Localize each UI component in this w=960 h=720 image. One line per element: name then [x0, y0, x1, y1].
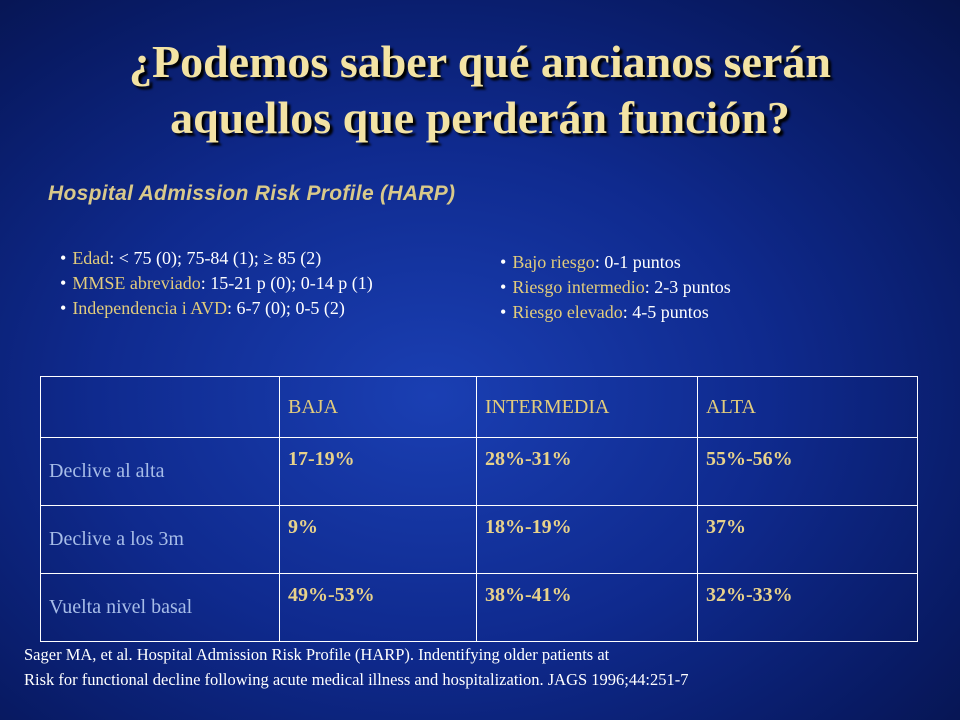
criteria-item: MMSE abreviado: 15-21 p (0); 0-14 p (1)	[60, 271, 373, 296]
criteria-text: : 15-21 p (0); 0-14 p (1)	[200, 273, 373, 293]
table-row: Declive al alta 17-19% 28%-31% 55%-56%	[40, 437, 918, 506]
row-header: Declive al alta	[40, 437, 280, 506]
criteria-text: : < 75 (0); 75-84 (1); ≥ 85 (2)	[109, 248, 322, 268]
table-cell: 9%	[279, 505, 477, 574]
table-cell: 17-19%	[279, 437, 477, 506]
risk-level-label: Riesgo elevado	[512, 302, 623, 322]
criteria-text: : 6-7 (0); 0-5 (2)	[226, 298, 345, 318]
risk-level-label: Bajo riesgo	[512, 252, 595, 272]
slide-title-line-1: ¿Podemos saber qué ancianos serán	[129, 36, 831, 87]
table-cell: 55%-56%	[697, 437, 918, 506]
slide-subtitle: Hospital Admission Risk Profile (HARP)	[48, 182, 456, 205]
column-header-alta: ALTA	[697, 376, 918, 438]
criteria-label: MMSE abreviado	[72, 273, 201, 293]
citation-line-1: Sager MA, et al. Hospital Admission Risk…	[24, 645, 610, 664]
table-row: Vuelta nivel basal 49%-53% 38%-41% 32%-3…	[40, 573, 918, 642]
table-corner-cell	[40, 376, 280, 438]
citation: Sager MA, et al. Hospital Admission Risk…	[24, 642, 688, 692]
table-row: Declive a los 3m 9% 18%-19% 37%	[40, 505, 918, 574]
criteria-label: Independencia i AVD	[72, 298, 227, 318]
risk-level-text: : 2-3 puntos	[644, 277, 731, 297]
criteria-item: Independencia i AVD: 6-7 (0); 0-5 (2)	[60, 296, 373, 321]
table-cell: 49%-53%	[279, 573, 477, 642]
column-header-intermedia: INTERMEDIA	[476, 376, 698, 438]
slide-title-line-2: aquellos que perderán función?	[170, 92, 790, 143]
table-cell: 18%-19%	[476, 505, 698, 574]
column-header-baja: BAJA	[279, 376, 477, 438]
harp-results-table: BAJA INTERMEDIA ALTA Declive al alta 17-…	[40, 376, 918, 642]
risk-level-text: : 4-5 puntos	[622, 302, 709, 322]
table-cell: 37%	[697, 505, 918, 574]
table-header-row: BAJA INTERMEDIA ALTA	[40, 376, 918, 438]
row-header: Vuelta nivel basal	[40, 573, 280, 642]
row-header: Declive a los 3m	[40, 505, 280, 574]
table-cell: 38%-41%	[476, 573, 698, 642]
risk-level-item: Riesgo intermedio: 2-3 puntos	[500, 275, 731, 300]
citation-line-2: Risk for functional decline following ac…	[24, 670, 689, 689]
criteria-list: Edad: < 75 (0); 75-84 (1); ≥ 85 (2) MMSE…	[60, 246, 373, 321]
risk-level-item: Bajo riesgo: 0-1 puntos	[500, 250, 731, 275]
risk-level-item: Riesgo elevado: 4-5 puntos	[500, 300, 731, 325]
risk-level-list: Bajo riesgo: 0-1 puntos Riesgo intermedi…	[500, 250, 731, 325]
risk-level-text: : 0-1 puntos	[594, 252, 681, 272]
risk-level-label: Riesgo intermedio	[512, 277, 645, 297]
table-cell: 28%-31%	[476, 437, 698, 506]
criteria-item: Edad: < 75 (0); 75-84 (1); ≥ 85 (2)	[60, 246, 373, 271]
criteria-label: Edad	[72, 248, 110, 268]
table-cell: 32%-33%	[697, 573, 918, 642]
slide-title: ¿Podemos saber qué ancianos serán aquell…	[0, 34, 960, 146]
